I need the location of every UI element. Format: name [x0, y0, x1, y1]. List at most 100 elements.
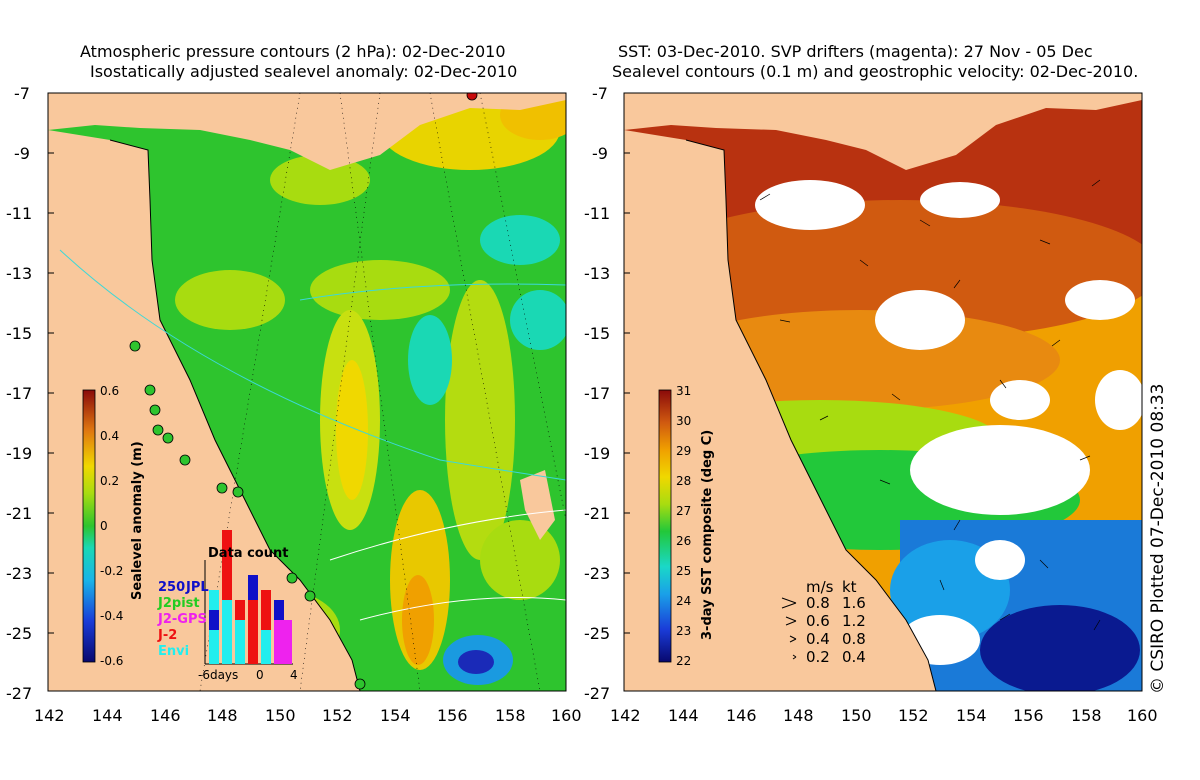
sla-cb-tick: -0.2 — [100, 564, 124, 578]
cloud-mask — [755, 180, 1142, 665]
right-x-tick: 142 — [610, 706, 641, 725]
right-title-line2: Sealevel contours (0.1 m) and geostrophi… — [612, 62, 1139, 81]
left-x-tick: 148 — [207, 706, 238, 725]
right-y-tick: -9 — [592, 144, 608, 163]
left-x-tick: 154 — [380, 706, 411, 725]
velocity-legend-ms: 0.8 — [806, 594, 830, 612]
sst-cb-tick: 28 — [676, 474, 692, 488]
left-y-tick: -7 — [14, 84, 30, 103]
sst-cb-tick: 29 — [676, 444, 692, 458]
sla-cb-tick: 0.4 — [100, 429, 120, 443]
sst-cb-tick: 27 — [676, 504, 692, 518]
right-y-tick: -23 — [584, 564, 611, 583]
right-y-tick: -21 — [584, 504, 611, 523]
sla-cb-tick: -0.4 — [100, 609, 124, 623]
left-x-tick: 156 — [437, 706, 468, 725]
legend-jpl: JPL — [186, 580, 209, 595]
sst-cb-tick: 22 — [676, 654, 692, 668]
left-map — [48, 93, 566, 691]
left-x-tick: 150 — [265, 706, 296, 725]
left-x-tick: 152 — [322, 706, 353, 725]
velocity-arrows — [759, 179, 1101, 631]
sst-cb-tick: 30 — [676, 414, 692, 428]
data-count-xtick: 0 — [256, 668, 264, 682]
sst-colorbar-label: 3-day SST composite (deg C) — [700, 429, 715, 640]
right-x-tick: 156 — [1013, 706, 1044, 725]
sla-cb-tick: 0 — [100, 519, 108, 533]
axis-ticks — [48, 92, 630, 634]
left-x-tick: 146 — [150, 706, 181, 725]
data-count-title: Data count — [208, 546, 289, 561]
sst-cb-tick: 24 — [676, 594, 692, 608]
sst-cb-tick: 25 — [676, 564, 692, 578]
left-y-tick: -27 — [6, 684, 33, 703]
velocity-legend-kt: 1.6 — [842, 594, 866, 612]
right-y-tick: -13 — [584, 264, 611, 283]
right-x-tick: 152 — [898, 706, 929, 725]
left-x-tick: 160 — [551, 706, 582, 725]
velocity-legend-ms: 0.2 — [806, 648, 830, 666]
velocity-legend-ms: 0.6 — [806, 612, 830, 630]
right-y-tick: -15 — [584, 324, 611, 343]
right-map — [624, 93, 1142, 691]
right-y-tick: -17 — [584, 384, 611, 403]
sst-cb-tick: 23 — [676, 624, 692, 638]
sla-cb-tick: 0.6 — [100, 384, 120, 398]
legend-250: 250 — [158, 580, 186, 595]
sst-colorbar — [658, 389, 672, 663]
data-count-chart — [204, 530, 293, 665]
data-count-xtick: -6days — [198, 668, 239, 682]
sla-cb-tick: -0.6 — [100, 654, 124, 668]
sla-colorbar-label: Sealevel anomaly (m) — [130, 441, 145, 600]
right-y-tick: -19 — [584, 444, 611, 463]
right-x-tick: 144 — [668, 706, 699, 725]
velocity-legend-kt: 0.8 — [842, 630, 866, 648]
sla-colorbar — [82, 389, 96, 663]
sst-cb-tick: 26 — [676, 534, 692, 548]
velocity-legend-arrows — [781, 597, 797, 660]
legend-envi: Envi — [158, 644, 190, 659]
left-land-png — [48, 93, 566, 170]
left-title-line2: Isostatically adjusted sealevel anomaly:… — [90, 62, 518, 81]
left-y-tick: -23 — [6, 564, 33, 583]
left-y-tick: -11 — [6, 204, 33, 223]
left-land-qld — [48, 130, 360, 691]
tide-gauge-markers — [129, 340, 366, 690]
left-y-tick: -15 — [6, 324, 33, 343]
legend-j2: J-2 — [158, 628, 178, 643]
left-title-line1: Atmospheric pressure contours (2 hPa): 0… — [80, 42, 506, 61]
velocity-legend-ms-header: m/s — [806, 578, 834, 596]
velocity-legend-kt: 0.4 — [842, 648, 866, 666]
left-y-tick: -9 — [14, 144, 30, 163]
credit-text: © CSIRO Plotted 07-Dec-2010 08:33 — [1148, 383, 1168, 695]
velocity-legend-kt: 1.2 — [842, 612, 866, 630]
legend-j2pist: J2pist — [158, 596, 200, 611]
right-y-tick: -11 — [584, 204, 611, 223]
sla-cb-tick: 0.2 — [100, 474, 120, 488]
velocity-legend-kt-header: kt — [842, 578, 857, 596]
sst-cb-tick: 31 — [676, 384, 692, 398]
right-x-tick: 146 — [726, 706, 757, 725]
left-x-tick: 144 — [92, 706, 123, 725]
right-x-tick: 158 — [1071, 706, 1102, 725]
left-y-tick: -17 — [6, 384, 33, 403]
right-map-frame — [623, 92, 1143, 692]
left-map-frame — [47, 92, 567, 692]
right-y-tick: -27 — [584, 684, 611, 703]
left-y-tick: -21 — [6, 504, 33, 523]
left-y-tick: -13 — [6, 264, 33, 283]
legend-j2gps: J2-GPS — [158, 612, 207, 627]
right-x-tick: 150 — [841, 706, 872, 725]
left-x-tick: 142 — [34, 706, 65, 725]
right-title-line1: SST: 03-Dec-2010. SVP drifters (magenta)… — [618, 42, 1093, 61]
velocity-legend-ms: 0.4 — [806, 630, 830, 648]
data-count-xtick: 4 — [290, 668, 298, 682]
right-x-tick: 148 — [783, 706, 814, 725]
right-y-tick: -7 — [592, 84, 608, 103]
right-x-tick: 154 — [956, 706, 987, 725]
left-x-tick: 158 — [495, 706, 526, 725]
right-y-tick: -25 — [584, 624, 611, 643]
right-x-tick: 160 — [1127, 706, 1158, 725]
